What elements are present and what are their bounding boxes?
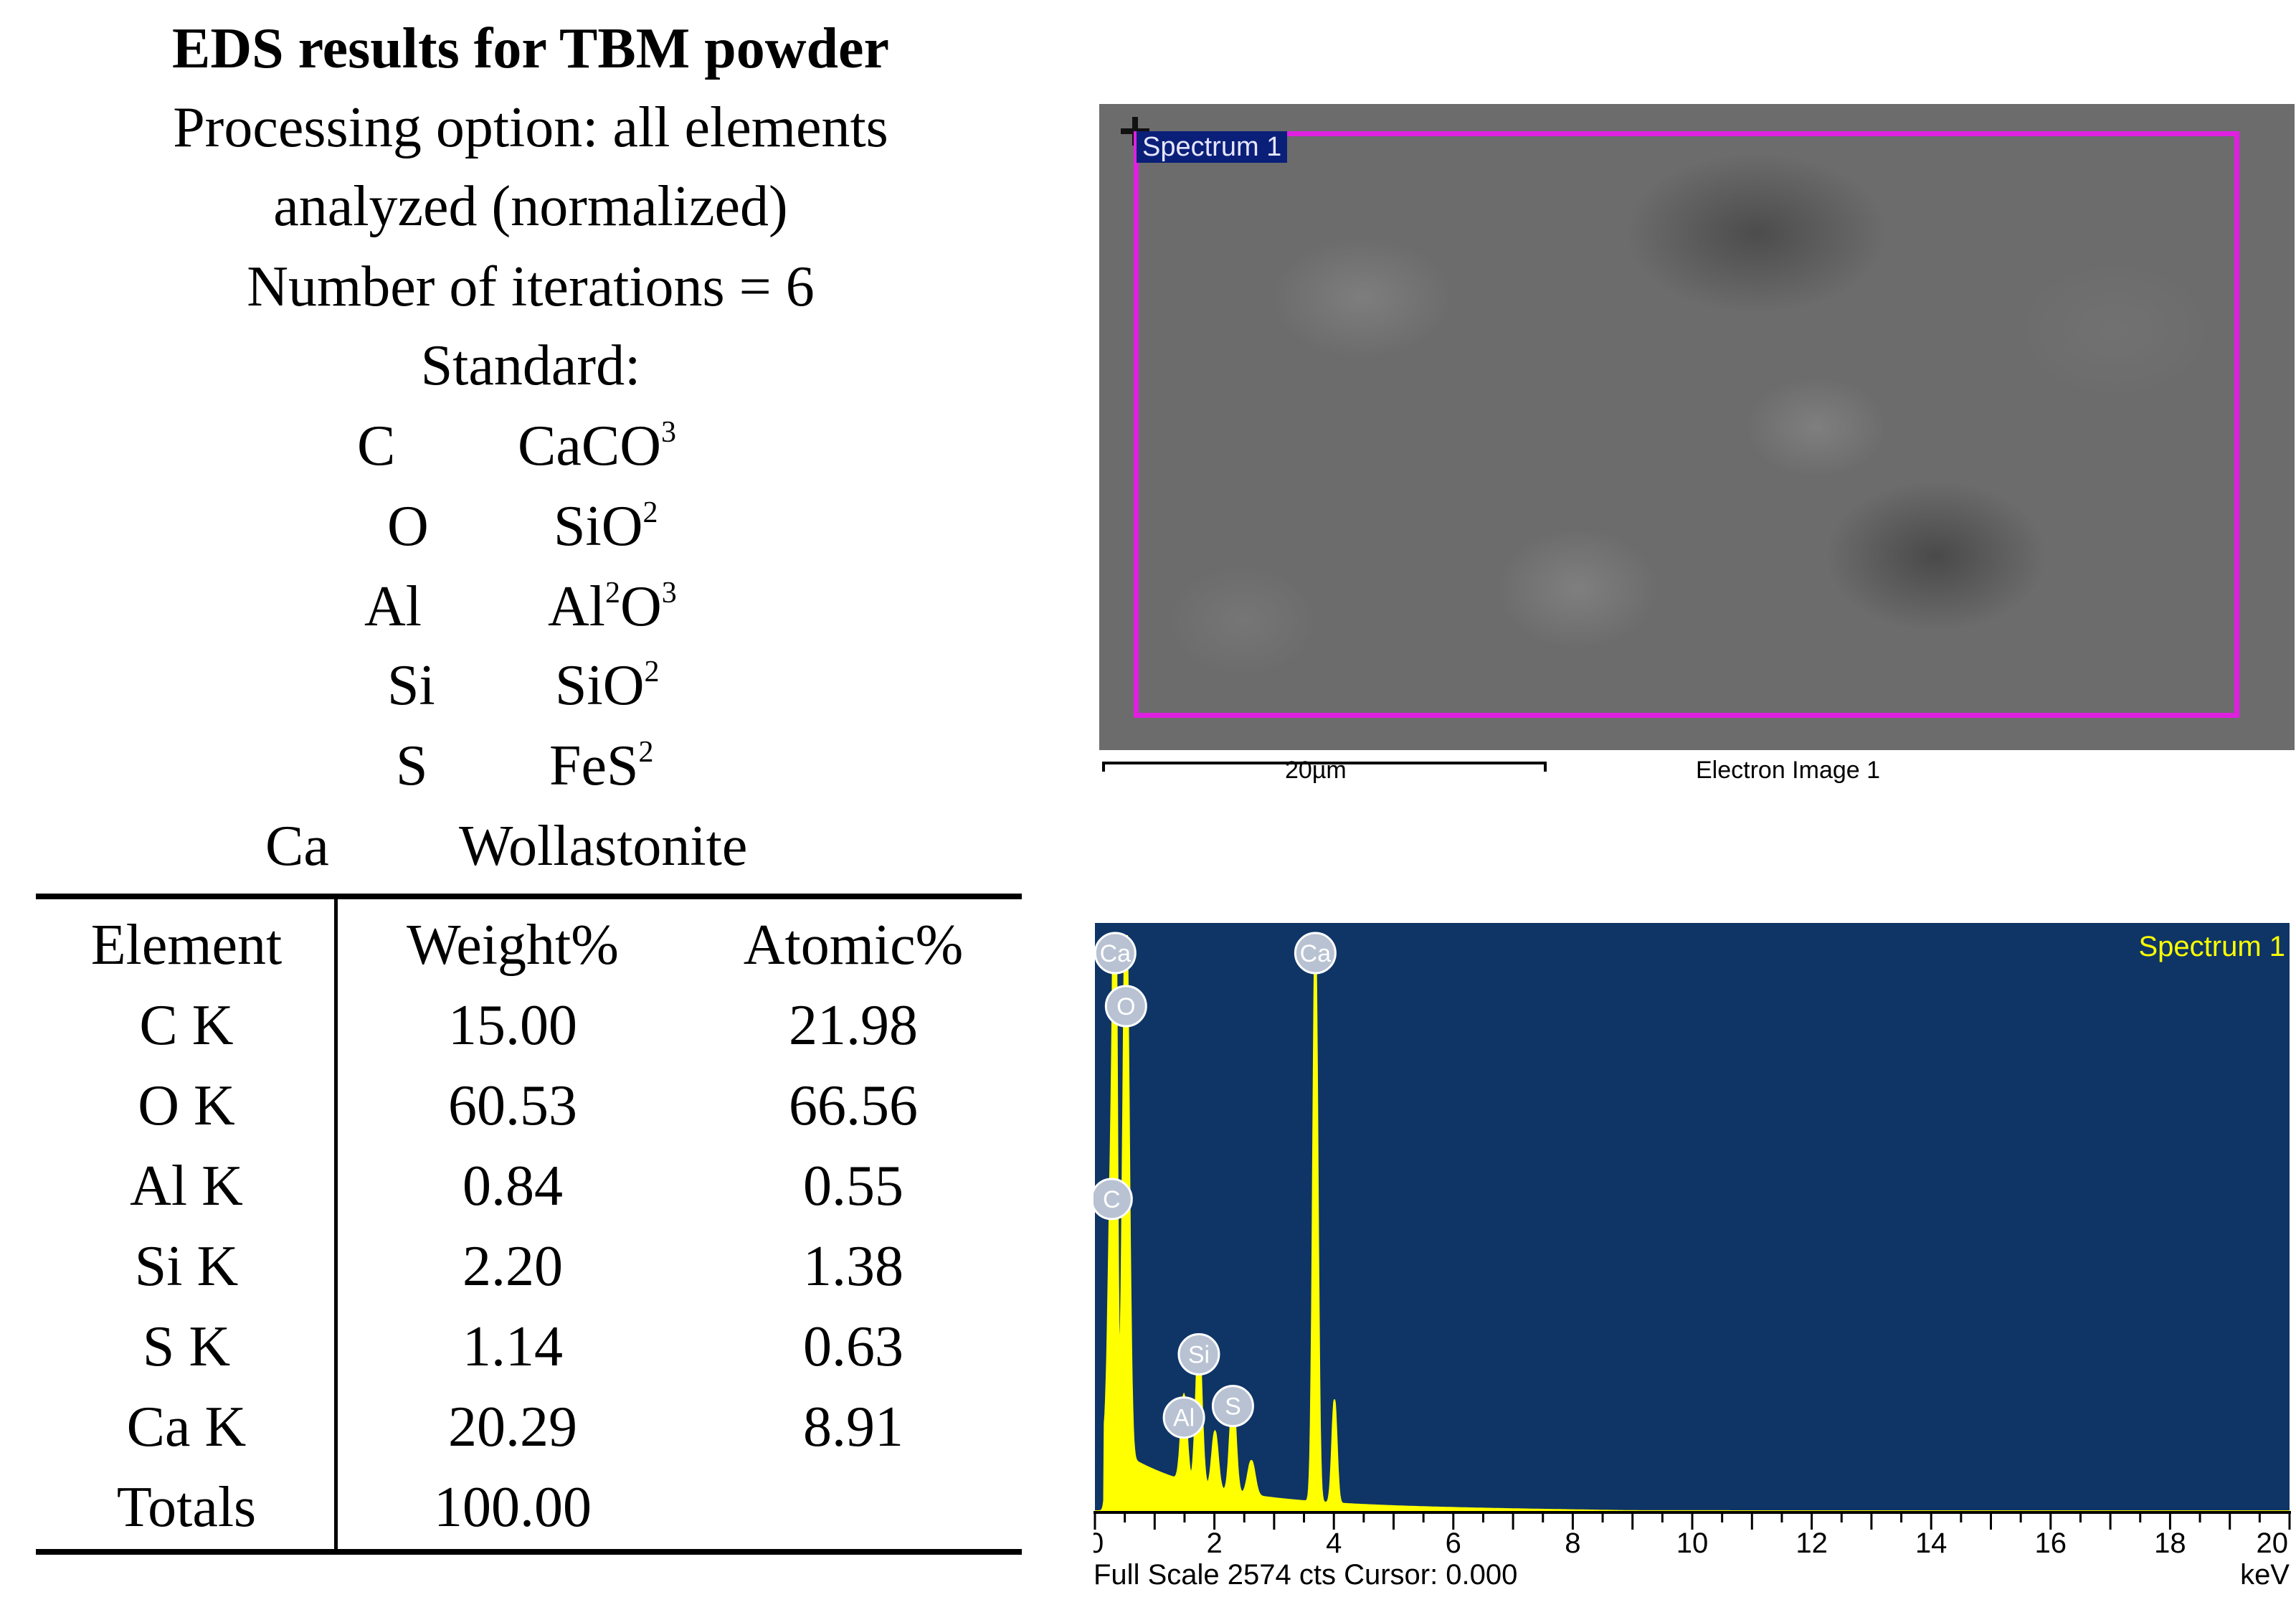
sem-electron-image: Spectrum 1 (1099, 104, 2295, 750)
table-cell-atomic: 8.91 (803, 1396, 903, 1459)
table-cell-element: S K (142, 1315, 231, 1378)
table-cell-weight: 2.20 (462, 1235, 563, 1298)
table-cell-atomic: 1.38 (803, 1235, 903, 1298)
x-axis-unit: keV (2240, 1559, 2290, 1591)
table-cell-weight: 0.84 (462, 1155, 563, 1218)
std-element-ca: Ca (265, 815, 329, 878)
table-header-weight: Weight% (407, 914, 619, 977)
x-tick-label: 20 (2257, 1527, 2289, 1559)
x-tick-label: 6 (1446, 1527, 1461, 1559)
x-tick-label: 8 (1565, 1527, 1580, 1559)
table-cell-atomic: 0.55 (803, 1155, 903, 1218)
peak-label-si: Si (1177, 1332, 1220, 1375)
table-cell-weight: 15.00 (448, 994, 577, 1057)
std-element-al: Al (364, 575, 422, 638)
normalized-line: analyzed (normalized) (273, 175, 788, 238)
electron-image-caption: Electron Image 1 (1696, 757, 1881, 784)
processing-option-line: Processing option: all elements (173, 96, 888, 159)
svg-text:Ca: Ca (1300, 940, 1332, 967)
peak-label-s: S (1211, 1385, 1254, 1428)
iterations-line: Number of iterations = 6 (247, 255, 815, 318)
table-cell-weight: 100.00 (434, 1476, 592, 1539)
svg-text:O: O (1116, 993, 1135, 1020)
table-column-rule (334, 899, 338, 1550)
spectrum-plot-area (1095, 923, 2290, 1512)
std-compound-o: SiO2 (554, 495, 658, 558)
eds-results-panel: EDS results for TBM powder Processing op… (0, 0, 1061, 1620)
table-top-rule (36, 894, 1022, 899)
x-tick-label: 0 (1094, 1527, 1104, 1559)
table-header-atomic: Atomic% (743, 914, 964, 977)
table-cell-element: O K (138, 1074, 235, 1137)
std-element-s: S (396, 734, 428, 797)
scale-bar (1102, 762, 1547, 772)
sem-spectrum-tag: Spectrum 1 (1137, 131, 1288, 163)
peak-label-c: C (1094, 1178, 1133, 1221)
table-header-element: Element (90, 914, 283, 977)
x-tick-label: 10 (1676, 1527, 1709, 1559)
peak-label-o: O (1104, 985, 1147, 1028)
x-tick-label: 14 (1915, 1527, 1948, 1559)
spectrum-label: Spectrum 1 (2138, 931, 2285, 962)
table-cell-weight: 1.14 (462, 1315, 563, 1378)
peak-label-al: Al (1162, 1396, 1205, 1439)
table-cell-atomic: 21.98 (789, 994, 918, 1057)
peak-label-ca: Ca (1294, 932, 1337, 975)
table-cell-element: Totals (116, 1476, 257, 1539)
peak-label-ca: Ca (1094, 932, 1137, 975)
eds-title: EDS results for TBM powder (171, 17, 890, 80)
std-compound-ca: Wollastonite (459, 815, 748, 878)
x-tick-label: 12 (1795, 1527, 1828, 1559)
std-compound-s: FeS2 (549, 734, 654, 797)
standard-heading: Standard: (420, 334, 641, 397)
svg-text:C: C (1103, 1186, 1121, 1213)
std-compound-c: CaCO3 (518, 415, 676, 478)
svg-text:Al: Al (1173, 1405, 1195, 1432)
table-bottom-rule (36, 1549, 1022, 1555)
table-cell-atomic: 66.56 (789, 1074, 918, 1137)
std-element-o: O (387, 495, 429, 558)
table-cell-weight: 20.29 (448, 1396, 577, 1459)
x-tick-label: 2 (1206, 1527, 1222, 1559)
x-tick-label: 16 (2035, 1527, 2067, 1559)
x-tick-label: 4 (1326, 1527, 1342, 1559)
spectrum-footer: Full Scale 2574 cts Cursor: 0.000 (1094, 1559, 1517, 1591)
table-cell-element: Al K (130, 1155, 243, 1218)
scale-bar-label: 20µm (1285, 757, 1347, 784)
svg-text:Ca: Ca (1100, 940, 1132, 967)
table-cell-atomic: 0.63 (803, 1315, 903, 1378)
std-element-c: C (357, 415, 396, 478)
std-compound-si: SiO2 (555, 654, 660, 717)
spectrum-selection-box (1134, 131, 2239, 718)
std-compound-al: Al2O3 (548, 575, 677, 638)
table-cell-element: Si K (134, 1235, 239, 1298)
eds-spectrum-chart: C O Ca Al Si S Ca 0 2 4 6 8 10 12 14 16 18 20 Spectrum 1… (1094, 922, 2291, 1610)
svg-text:Si: Si (1188, 1341, 1210, 1368)
x-tick-label: 18 (2154, 1527, 2186, 1559)
std-element-si: Si (387, 654, 435, 717)
table-cell-element: Ca K (126, 1396, 247, 1459)
table-cell-weight: 60.53 (448, 1074, 577, 1137)
svg-text:S: S (1225, 1393, 1241, 1421)
table-cell-element: C K (139, 994, 234, 1057)
